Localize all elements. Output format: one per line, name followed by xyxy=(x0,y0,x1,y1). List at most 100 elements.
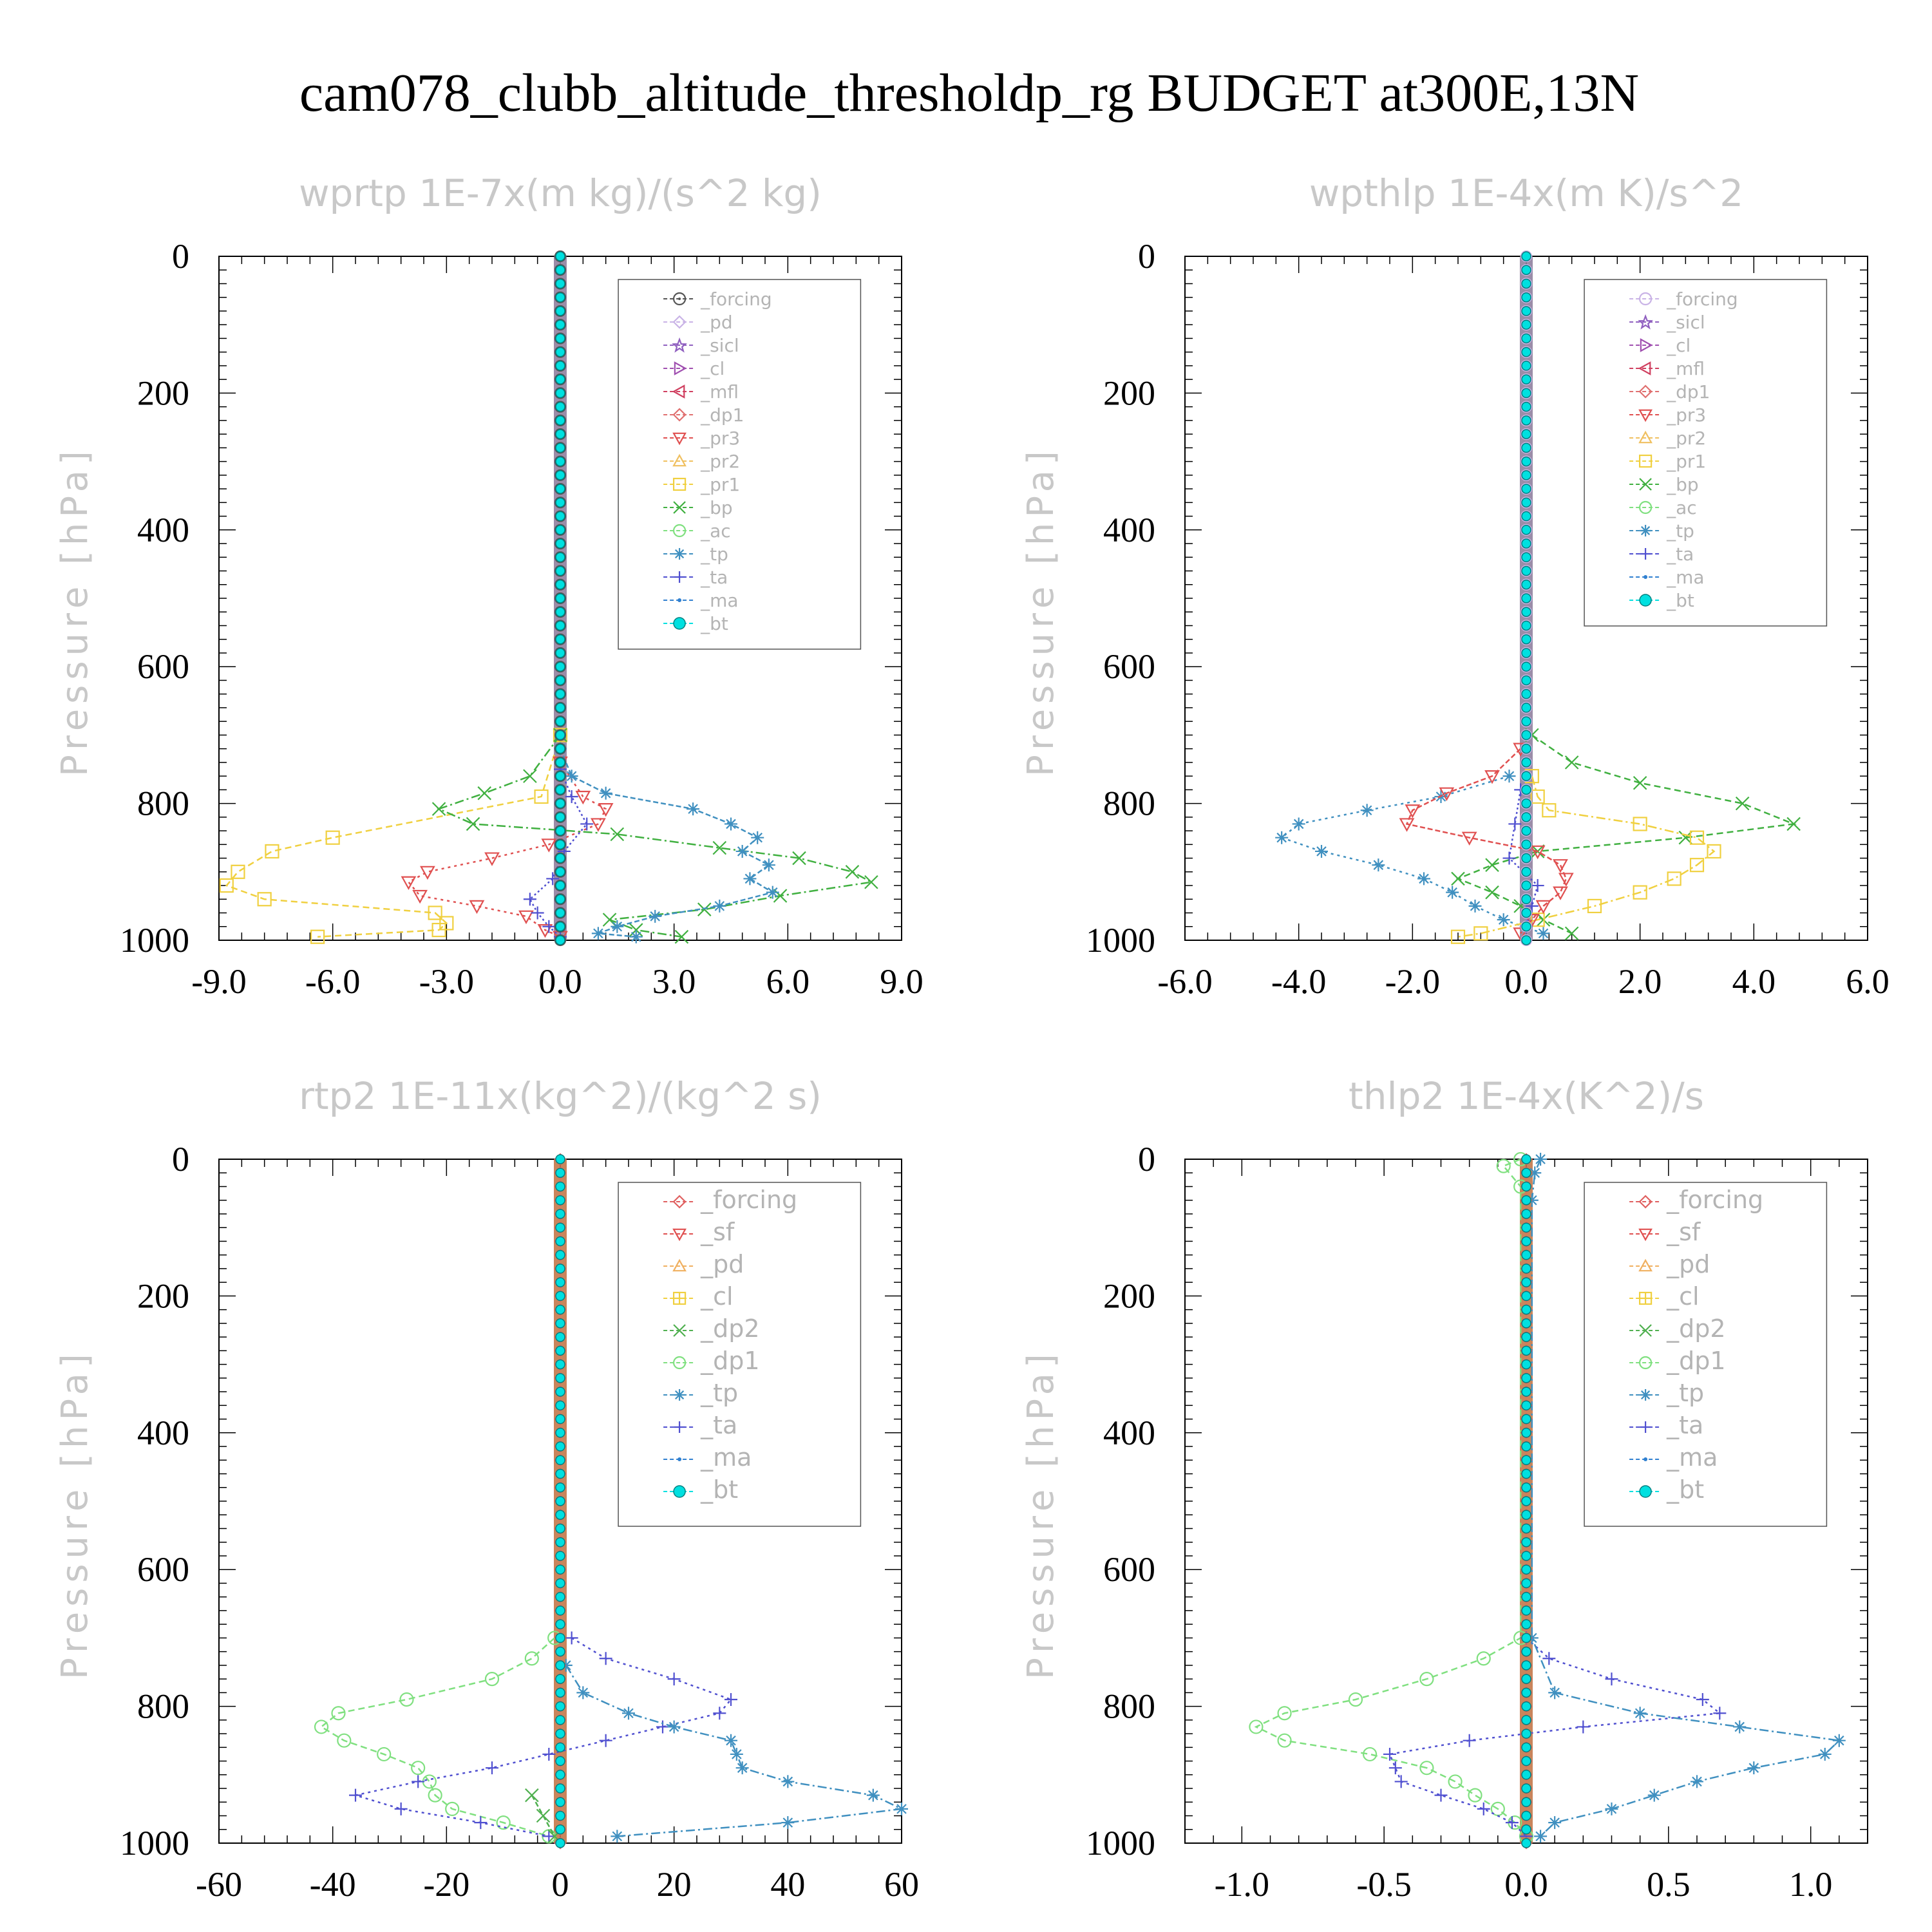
data-point xyxy=(1520,578,1533,591)
data-point xyxy=(554,824,567,837)
data-point xyxy=(555,1482,565,1493)
data-point xyxy=(1542,1652,1556,1665)
data-point xyxy=(555,593,565,603)
data-point xyxy=(325,830,340,845)
data-point xyxy=(555,388,565,399)
data-point xyxy=(895,1802,908,1815)
data-point xyxy=(555,784,565,795)
data-point xyxy=(555,648,565,658)
data-point xyxy=(1521,306,1531,316)
series-bt xyxy=(1521,1154,1531,1848)
data-point xyxy=(554,442,567,454)
data-point xyxy=(1520,482,1533,495)
data-point xyxy=(1520,497,1533,509)
series-bt xyxy=(1521,251,1531,945)
data-point xyxy=(1521,1154,1531,1164)
data-point xyxy=(1521,1660,1531,1671)
series-line xyxy=(1457,775,1716,938)
legend-label: _pr2 xyxy=(1666,428,1706,449)
data-point xyxy=(555,538,565,549)
data-point xyxy=(1496,1159,1511,1173)
y-tick-label: 800 xyxy=(137,784,189,823)
data-point xyxy=(1536,913,1551,927)
data-point xyxy=(1548,1686,1562,1700)
data-point xyxy=(331,1706,346,1721)
data-point xyxy=(1419,1761,1434,1776)
data-point xyxy=(486,1761,498,1775)
series-bp xyxy=(1451,728,1801,941)
legend: _forcing_pd_sicl_cl_mfl_dp1_pr3_pr2_pr1_… xyxy=(618,279,862,650)
data-point xyxy=(477,786,491,800)
legend-label: _dp1 xyxy=(700,1347,759,1375)
data-point xyxy=(724,1734,737,1747)
data-point xyxy=(1476,1651,1491,1666)
data-point xyxy=(1521,1551,1531,1561)
legend-label: _forcing xyxy=(1666,289,1738,310)
data-point xyxy=(555,1441,565,1452)
data-point xyxy=(1521,580,1531,590)
data-point xyxy=(554,606,567,618)
data-point xyxy=(1520,374,1533,386)
panels: wprtp 1E-7x(m kg)/(s^2 kg) Pressure [hPa]… xyxy=(54,171,1889,1904)
data-point xyxy=(555,1359,565,1370)
data-point xyxy=(542,1747,556,1761)
data-point xyxy=(576,1686,590,1700)
data-point xyxy=(555,1304,565,1315)
data-point xyxy=(1521,429,1531,439)
data-point xyxy=(555,839,565,850)
data-point xyxy=(1520,537,1533,550)
data-point xyxy=(1521,798,1531,809)
data-point xyxy=(1521,1496,1531,1506)
data-point xyxy=(555,703,565,713)
data-point xyxy=(555,1154,565,1164)
data-point xyxy=(555,1510,565,1520)
data-point xyxy=(534,789,549,804)
data-point xyxy=(554,565,567,577)
series-dp1 xyxy=(314,1631,562,1844)
data-point xyxy=(555,1537,565,1548)
data-point xyxy=(337,1733,352,1748)
data-point xyxy=(554,811,567,823)
data-point xyxy=(1521,388,1531,399)
data-point xyxy=(555,1756,565,1766)
data-point xyxy=(555,730,565,741)
legend-entry-sf: _sf xyxy=(1629,1218,1701,1246)
data-point xyxy=(1521,839,1531,850)
data-point xyxy=(611,920,624,933)
data-point xyxy=(555,1181,565,1192)
data-point xyxy=(546,872,560,886)
data-point xyxy=(554,578,567,591)
data-point xyxy=(1405,804,1421,819)
data-point xyxy=(401,876,417,890)
data-point xyxy=(555,1264,565,1274)
data-point xyxy=(555,251,565,261)
data-point xyxy=(598,803,614,817)
data-point xyxy=(555,1728,565,1739)
data-point xyxy=(1647,1788,1661,1802)
legend-label: _sicl xyxy=(700,335,739,356)
data-point xyxy=(1277,1733,1292,1748)
data-point xyxy=(555,1195,565,1206)
x-tick-label: -9.0 xyxy=(191,962,246,1001)
data-point xyxy=(1521,880,1531,891)
data-point xyxy=(1521,552,1531,563)
data-point xyxy=(555,1770,565,1780)
data-point xyxy=(1521,730,1531,741)
legend-entry-ta: _ta xyxy=(663,567,728,588)
data-point xyxy=(1521,1783,1531,1794)
data-point xyxy=(555,1468,565,1479)
data-point xyxy=(1521,1414,1531,1425)
data-point xyxy=(565,790,578,803)
legend-label: _dp2 xyxy=(1666,1314,1725,1343)
data-point xyxy=(555,1701,565,1712)
data-point xyxy=(555,497,565,508)
data-point xyxy=(349,1788,362,1802)
data-point xyxy=(1502,851,1516,865)
data-point xyxy=(1696,1692,1709,1706)
legend-entry-forcing: _forcing xyxy=(663,289,772,310)
data-point xyxy=(1521,292,1531,303)
legend-entry-sicl: _sicl xyxy=(1629,312,1705,333)
series-tp xyxy=(554,742,779,943)
data-point xyxy=(712,840,727,855)
